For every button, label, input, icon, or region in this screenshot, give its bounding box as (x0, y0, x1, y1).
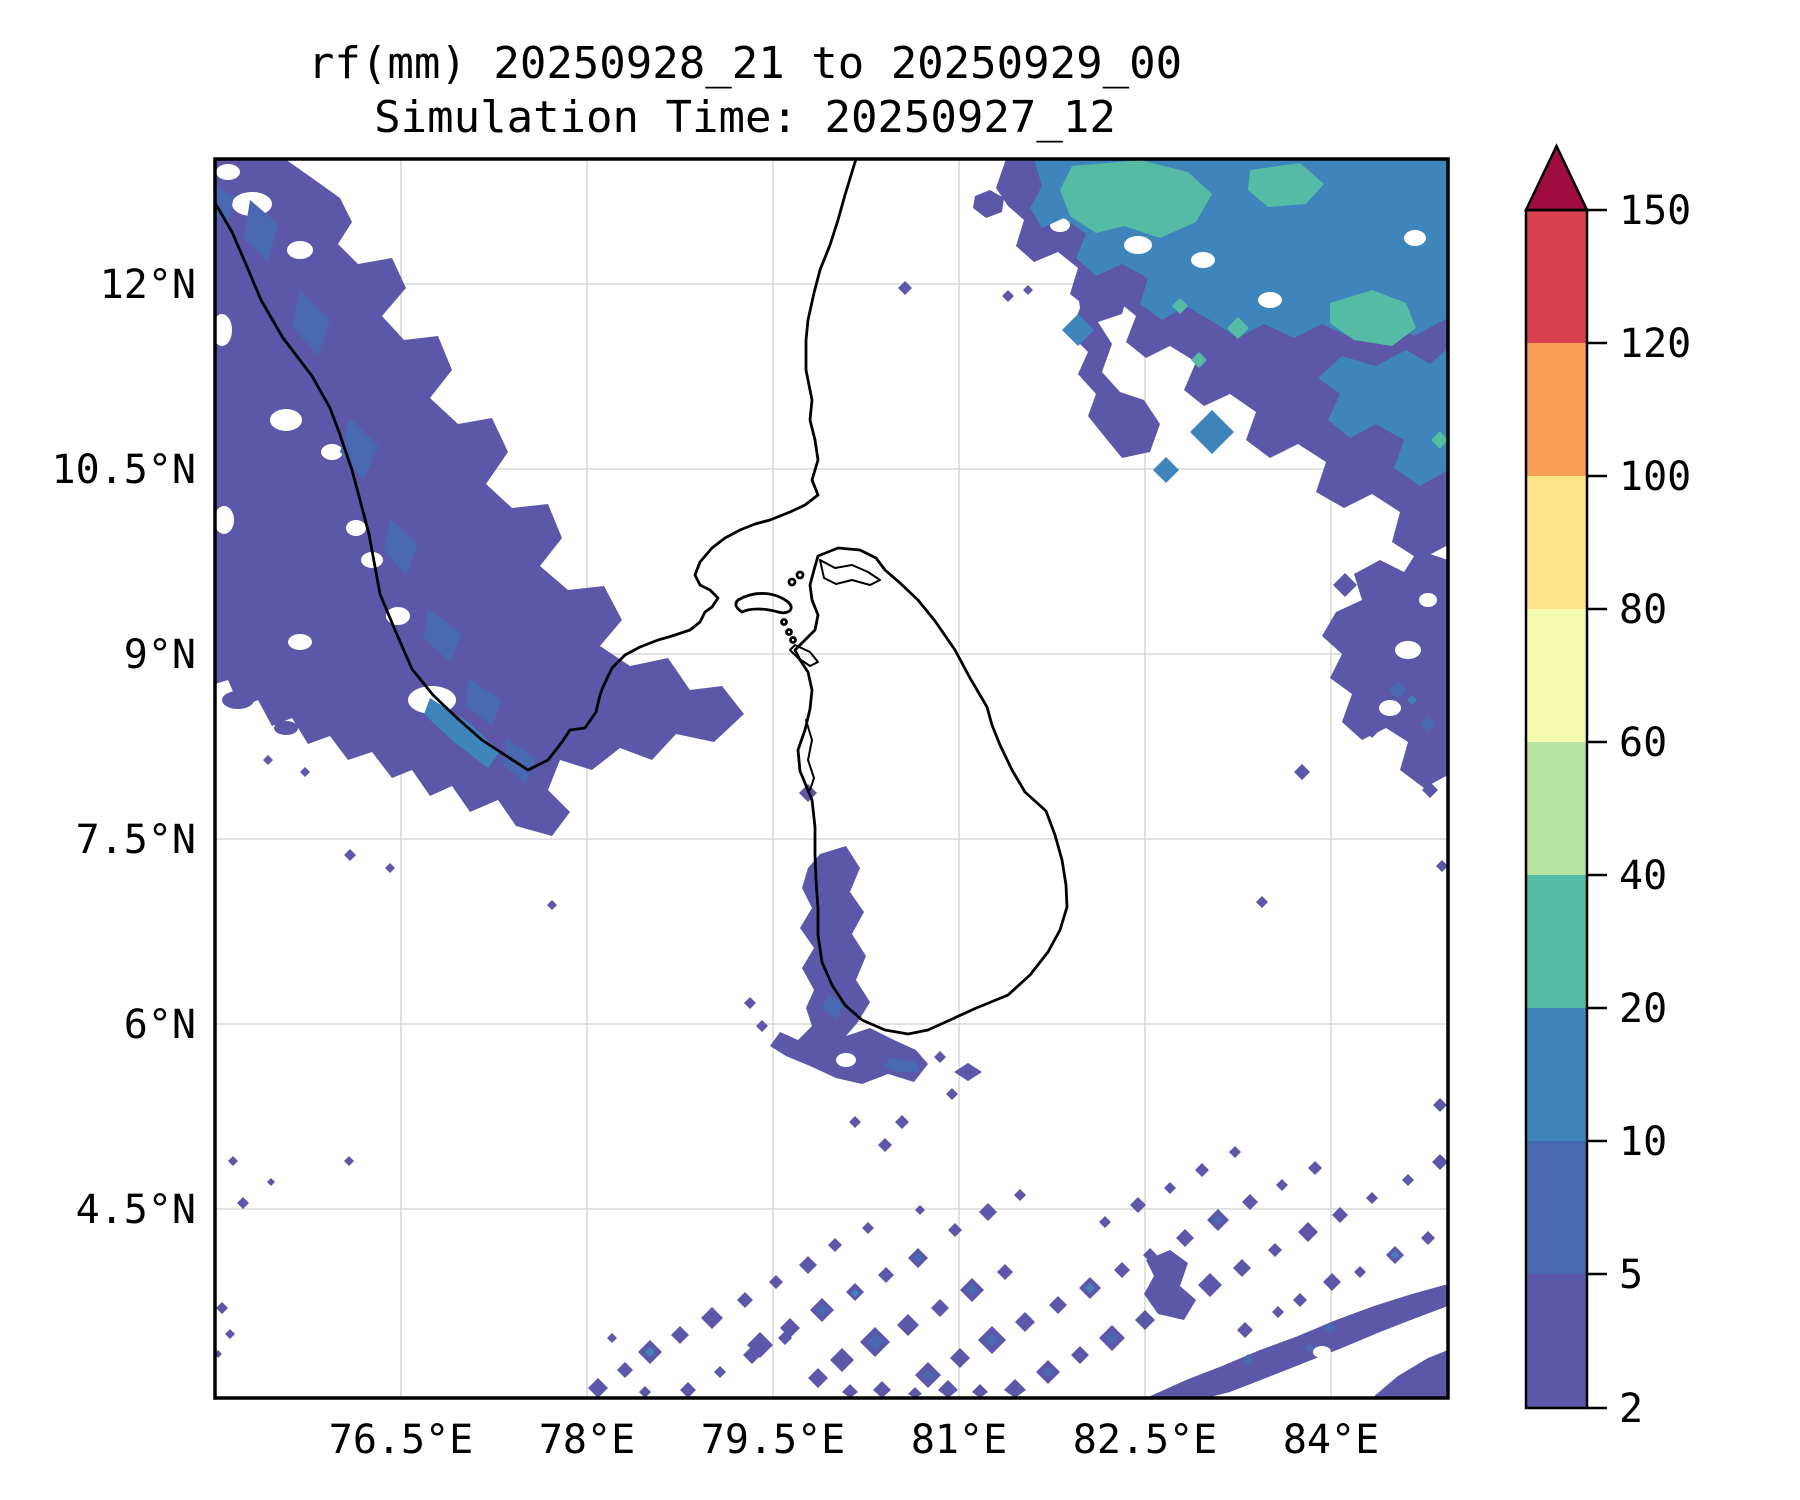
colorbar-outline (1524, 208, 1589, 1410)
rain-layer-5-10mm (215, 186, 1436, 1381)
x-tick-label: 79.5°E (701, 1417, 846, 1463)
colorbar-tick-label: 150 (1619, 188, 1691, 234)
colorbar: 150 120 100 80 60 40 20 10 5 2 (1524, 143, 1691, 1432)
colorbar-over-arrow (1524, 143, 1589, 212)
y-tick-label: 12°N (100, 262, 196, 308)
rain-holes-blue (1124, 230, 1426, 308)
colorbar-tick-label: 60 (1619, 720, 1667, 766)
colorbar-tick-label: 40 (1619, 853, 1667, 899)
colorbar-segment-40-60 (1526, 742, 1587, 875)
x-tick-label: 76.5°E (329, 1417, 474, 1463)
colorbar-tick-label: 2 (1619, 1386, 1643, 1432)
rain-layer-2-5mm (215, 159, 1448, 1398)
india-coastline (215, 159, 858, 772)
colorbar-labels: 150 120 100 80 60 40 20 10 5 2 (1619, 188, 1691, 1432)
y-axis-labels: 12°N 10.5°N 9°N 7.5°N 6°N 4.5°N (52, 262, 197, 1233)
x-axis-labels: 76.5°E 78°E 79.5°E 81°E 82.5°E 84°E (329, 1417, 1379, 1463)
coastlines (215, 159, 1069, 1036)
rain-layer-20-40mm (1060, 160, 1448, 449)
x-tick-label: 81°E (911, 1417, 1007, 1463)
x-tick-label: 78°E (539, 1417, 635, 1463)
y-tick-label: 7.5°N (76, 817, 196, 863)
figure-title: rf(mm) 20250928_21 to 20250929_00 (308, 38, 1182, 89)
colorbar-tick-label: 100 (1619, 454, 1691, 500)
colorbar-segment-20-40 (1526, 875, 1587, 1008)
colorbar-segment-10-20 (1526, 1008, 1587, 1141)
colorbar-tick-label: 20 (1619, 986, 1667, 1032)
jaffna-lagoon (819, 559, 881, 586)
x-tick-label: 84°E (1283, 1417, 1379, 1463)
colorbar-segment-80-100 (1526, 476, 1587, 609)
colorbar-tick-label: 5 (1619, 1252, 1643, 1298)
pamban-island (734, 592, 793, 615)
colorbar-segment-100-120 (1526, 343, 1587, 476)
colorbar-tick-label: 80 (1619, 587, 1667, 633)
y-tick-label: 9°N (124, 632, 196, 678)
y-tick-label: 4.5°N (76, 1187, 196, 1233)
colorbar-ticks (1587, 208, 1607, 1410)
colorbar-segment-2-5 (1526, 1274, 1587, 1408)
colorbar-tick-label: 120 (1619, 321, 1691, 367)
colorbar-tick-label: 10 (1619, 1119, 1667, 1165)
y-tick-label: 6°N (124, 1002, 196, 1048)
y-tick-label: 10.5°N (52, 447, 197, 493)
puttalam-lagoon (805, 719, 815, 791)
colorbar-segment-120-150 (1526, 210, 1587, 343)
sri-lanka-coastline (793, 546, 1069, 1036)
figure-subtitle: Simulation Time: 20250927_12 (374, 92, 1116, 143)
x-tick-label: 82.5°E (1073, 1417, 1218, 1463)
colorbar-segments (1526, 210, 1587, 1408)
colorbar-segment-60-80 (1526, 609, 1587, 742)
map-data-layers (215, 159, 1448, 1398)
map-frame (213, 157, 1450, 1400)
colorbar-segment-5-10 (1526, 1141, 1587, 1274)
mannar-island (789, 644, 819, 667)
